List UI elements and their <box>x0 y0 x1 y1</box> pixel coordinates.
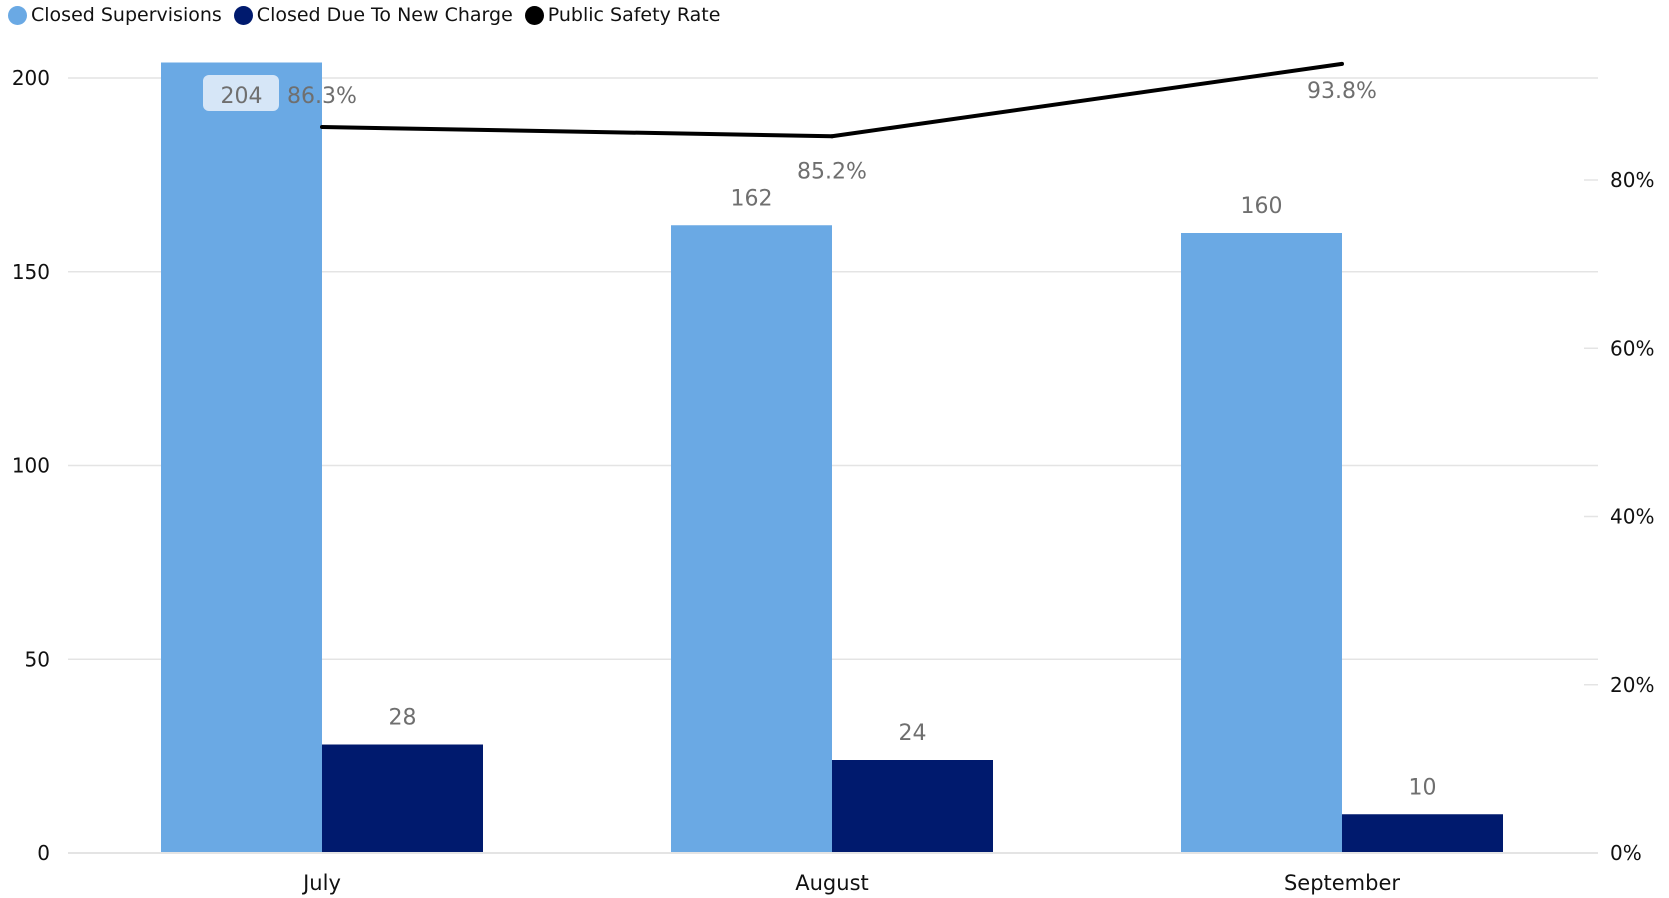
legend-item-closed-due-to-new-charge[interactable]: Closed Due To New Charge <box>233 4 513 26</box>
line-point <box>320 125 324 130</box>
bar-closed-due-to-new-charge <box>832 760 993 853</box>
bar-data-label: 10 <box>1409 775 1437 800</box>
bar-data-label: 160 <box>1241 194 1283 219</box>
line-point <box>1340 61 1344 66</box>
bar-data-label: 204 <box>221 84 263 109</box>
legend-item-closed-supervisions[interactable]: Closed Supervisions <box>8 4 222 26</box>
legend-marker-closed-due-to-new-charge <box>233 5 253 25</box>
y-left-tick-label: 200 <box>12 66 50 90</box>
line-data-label: 85.2% <box>797 159 867 184</box>
y-right-tick-label: 40% <box>1610 505 1654 529</box>
legend-label-closed-supervisions: Closed Supervisions <box>31 4 222 26</box>
legend: Closed Supervisions Closed Due To New Ch… <box>8 2 732 28</box>
bar-closed-supervisions <box>1181 233 1342 853</box>
y-right-tick-label: 80% <box>1610 168 1654 192</box>
bar-closed-due-to-new-charge <box>1342 814 1503 853</box>
data-label-background <box>203 75 279 111</box>
bar-data-label: 24 <box>899 721 927 746</box>
line-public-safety-rate <box>321 61 1343 139</box>
y-right-tick-label: 0% <box>1610 841 1642 865</box>
y-left-tick-label: 100 <box>12 454 50 478</box>
bar-data-label: 28 <box>389 706 417 731</box>
x-category-label: July <box>301 871 341 895</box>
bar-data-label: 162 <box>731 186 773 211</box>
legend-marker-closed-supervisions <box>8 5 27 25</box>
y-right-tick-label: 20% <box>1610 673 1654 697</box>
line-data-label: 93.8% <box>1307 79 1377 104</box>
bar-closed-supervisions <box>161 62 322 853</box>
legend-item-public-safety-rate[interactable]: Public Safety Rate <box>524 4 721 26</box>
y-left-tick-label: 0 <box>37 841 50 865</box>
legend-label-closed-due-to-new-charge: Closed Due To New Charge <box>256 4 513 26</box>
y-left-tick-label: 150 <box>12 260 50 284</box>
bar-closed-due-to-new-charge <box>322 744 483 853</box>
bar-closed-supervisions <box>671 225 832 853</box>
legend-label-public-safety-rate: Public Safety Rate <box>547 4 721 26</box>
y-left-tick-label: 50 <box>25 647 50 671</box>
x-category-label: August <box>795 871 869 895</box>
line-point <box>830 134 834 139</box>
x-category-label: September <box>1284 871 1400 895</box>
line-data-label: 86.3% <box>287 84 357 109</box>
y-right-tick-label: 60% <box>1610 336 1654 360</box>
legend-marker-public-safety-rate <box>524 5 544 25</box>
